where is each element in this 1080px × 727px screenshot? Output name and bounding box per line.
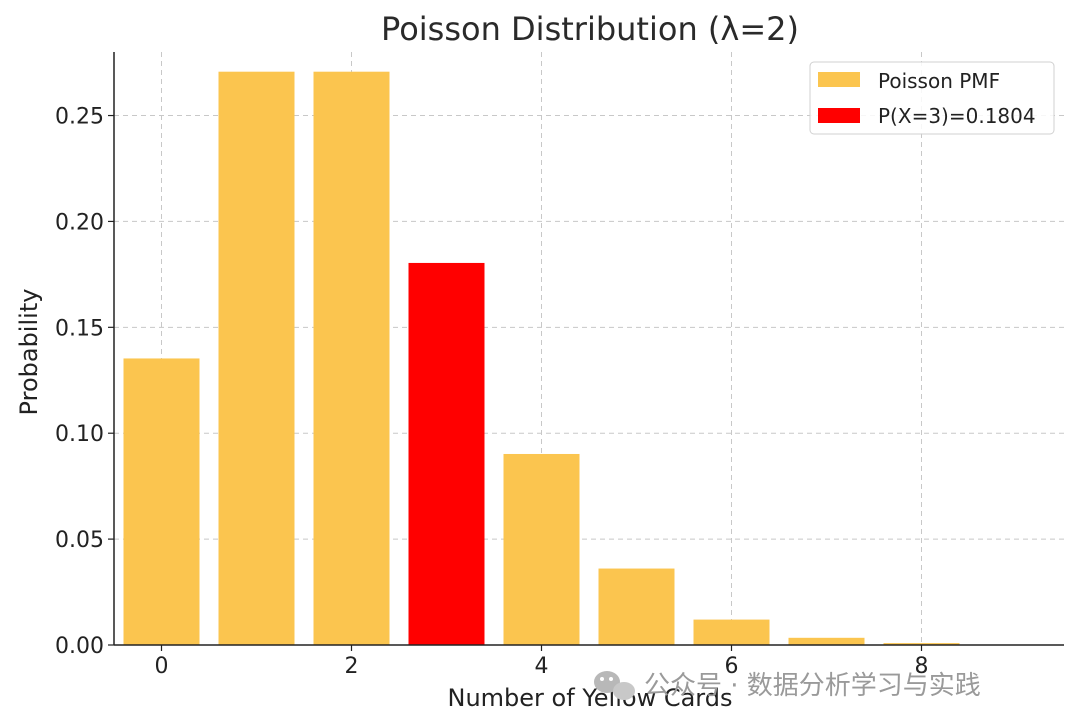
x-ticks: 0 2 4 6 8 [155,645,929,679]
legend: Poisson PMF P(X=3)=0.1804 [809,61,1055,135]
y-tick-label: 0.00 [55,634,104,659]
chart-title: Poisson Distribution (λ=2) [381,10,799,48]
legend-swatch-p-x-3 [818,108,860,123]
legend-label-p-x-3: P(X=3)=0.1804 [878,104,1036,128]
legend-label-poisson-pmf: Poisson PMF [878,69,1000,93]
x-tick-label: 0 [155,654,169,679]
wechat-icon [594,671,635,700]
y-tick-label: 0.10 [55,422,104,447]
legend-swatch-poisson-pmf [818,72,860,87]
bar-p-x-3-3 [408,262,485,645]
bar-poisson-pmf-5 [598,568,675,645]
bar-poisson-pmf-6 [693,619,770,645]
bar-poisson-pmf-2 [313,71,390,646]
y-tick-label: 0.25 [55,105,104,130]
x-tick-label: 4 [535,654,549,679]
y-tick-label: 0.15 [55,316,104,341]
watermark: 公众号 · 数据分析学习与实践 [594,671,981,701]
watermark-text: 公众号 · 数据分析学习与实践 [644,671,981,701]
bar-poisson-pmf-0 [123,358,200,645]
bar-poisson-pmf-7 [788,637,865,645]
bar-poisson-pmf-8 [883,643,960,645]
y-tick-label: 0.05 [55,528,104,553]
bar-poisson-pmf-4 [503,453,580,645]
y-tick-label: 0.20 [55,210,104,235]
legend-frame [809,61,1055,135]
axes [113,52,1064,646]
y-ticks: 0.00 0.05 0.10 0.15 0.20 0.25 [55,105,114,659]
x-axis-label: Number of Yellow Cards [448,684,733,712]
bar-poisson-pmf-1 [218,71,295,646]
bars [123,71,1055,646]
x-tick-label: 8 [915,654,929,679]
y-axis-label: Probability [15,289,43,416]
x-tick-label: 2 [345,654,359,679]
x-tick-label: 6 [725,654,739,679]
